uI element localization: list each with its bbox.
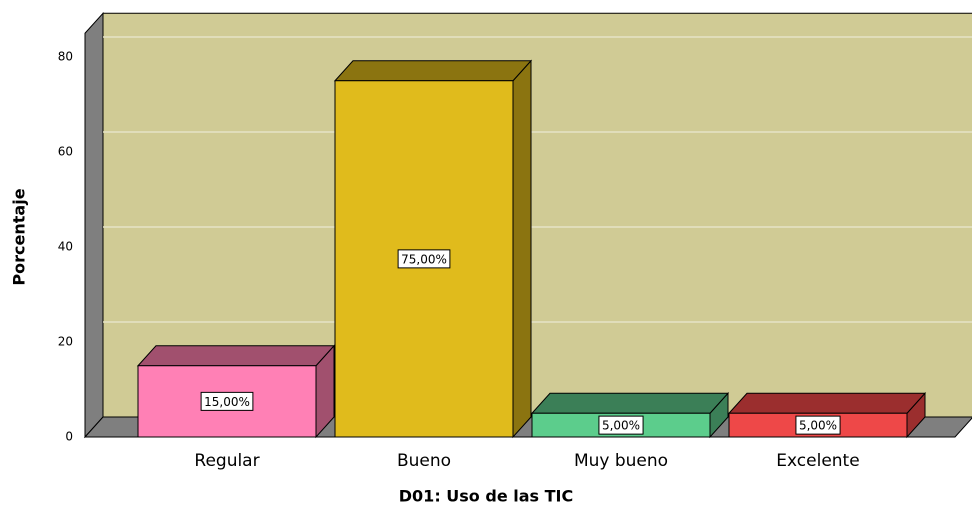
value-label: 75,00% — [401, 252, 447, 266]
x-tick-label: Muy bueno — [574, 451, 668, 471]
bar: 75,00% — [333, 59, 533, 439]
value-label-box — [598, 415, 644, 435]
y-axis-title: Porcentaje — [10, 188, 29, 285]
x-tick-label: Bueno — [397, 451, 451, 471]
y-tick-label: 40 — [58, 240, 73, 254]
value-label: 5,00% — [602, 419, 640, 433]
value-label-box — [200, 391, 254, 411]
left-wall — [84, 11, 104, 439]
bar-top — [727, 392, 927, 414]
value-label: 15,00% — [204, 395, 250, 409]
bar-top — [530, 392, 730, 414]
bar: 5,00% — [530, 391, 730, 439]
y-tick-label: 20 — [58, 335, 73, 349]
bar: 5,00% — [727, 391, 927, 439]
bar-top — [136, 345, 336, 367]
bar-top — [333, 60, 533, 82]
value-label-box — [397, 249, 451, 269]
x-tick-label: Excelente — [776, 451, 859, 471]
y-tick-label: 60 — [58, 145, 73, 159]
x-axis-title: D01: Uso de las TIC — [399, 487, 573, 506]
value-label-box — [795, 415, 841, 435]
y-tick-label: 0 — [65, 430, 73, 444]
x-tick-label: Regular — [194, 451, 259, 471]
bar-side — [512, 59, 532, 439]
bar: 15,00% — [136, 344, 336, 439]
y-tick-label: 80 — [58, 50, 73, 64]
value-label: 5,00% — [799, 419, 837, 433]
